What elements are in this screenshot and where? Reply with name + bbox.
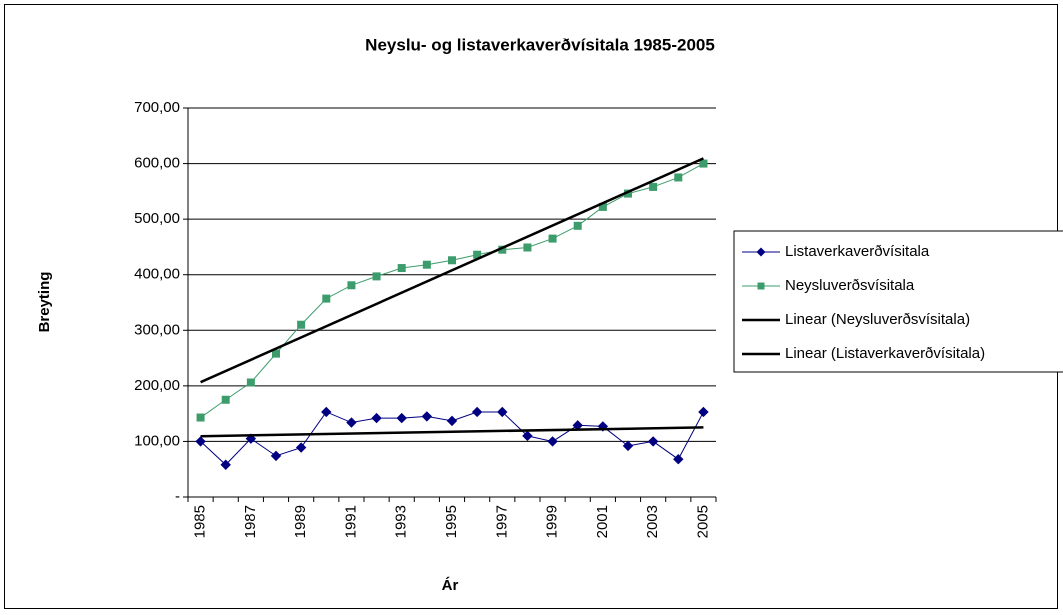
x-tick-label: 1993 [393,505,410,538]
legend-label: Neysluverðsvísitala [785,277,915,294]
legend-label: Listaverkaverðvísitala [785,243,930,260]
marker [372,272,381,281]
x-tick-label: 2005 [694,505,711,538]
marker [674,173,683,182]
marker [699,159,708,168]
trendline [200,426,704,438]
x-tick-label: 1997 [493,505,510,538]
legend-box [733,230,1063,373]
x-tick-label: 1991 [342,505,359,538]
x-tick-label: 1995 [443,505,460,538]
x-tick-label: 1985 [192,505,209,538]
marker [221,395,230,404]
marker [246,378,255,387]
marker [347,281,356,290]
marker [698,406,709,418]
y-tick-label: 300,00 [134,321,180,338]
legend-marker [756,247,766,257]
marker [196,413,205,422]
plot-area [188,108,716,497]
marker [346,417,357,428]
marker [321,406,332,418]
marker [272,349,280,358]
y-tick-label: 100,00 [134,432,180,449]
marker [649,182,658,191]
marker [396,412,407,424]
marker [195,436,206,447]
legend-marker [757,282,765,290]
y-tick-label: 400,00 [134,266,180,283]
y-axis-title: Breyting [36,272,53,333]
x-tick-label: 1999 [544,505,561,538]
x-tick-label: 1987 [242,505,259,538]
marker [622,440,634,452]
marker [422,260,431,269]
y-tick-label: 700,00 [134,99,180,116]
marker [548,234,557,243]
y-tick-label: 500,00 [134,210,180,227]
marker [573,221,582,230]
y-tick-label: 200,00 [134,377,180,394]
legend-label: Linear (Listaverkaverðvísitala) [785,345,985,362]
y-tick-label: 600,00 [134,155,180,172]
marker [471,406,483,418]
marker [547,436,558,447]
chart-title: Neyslu- og listaverkaverðvísitala 1985-2… [365,35,715,54]
marker [220,459,231,470]
marker [673,454,684,465]
x-axis-title: Ár [442,577,459,594]
x-tick-label: 2003 [644,505,661,538]
marker [270,450,282,462]
trendline [200,157,704,384]
marker [397,264,406,273]
marker [446,415,458,427]
marker [297,320,306,329]
legend-label: Linear (Neysluverðsvísitala) [785,311,970,328]
marker [497,406,508,418]
marker [647,436,659,447]
marker [295,442,307,453]
marker [448,256,456,265]
y-tick-label: - [175,488,180,505]
marker [421,411,433,422]
x-tick-label: 1989 [292,505,309,538]
marker [522,430,533,442]
marker [322,294,331,303]
x-tick-label: 2001 [594,505,611,538]
marker [523,243,532,252]
marker [371,412,382,424]
